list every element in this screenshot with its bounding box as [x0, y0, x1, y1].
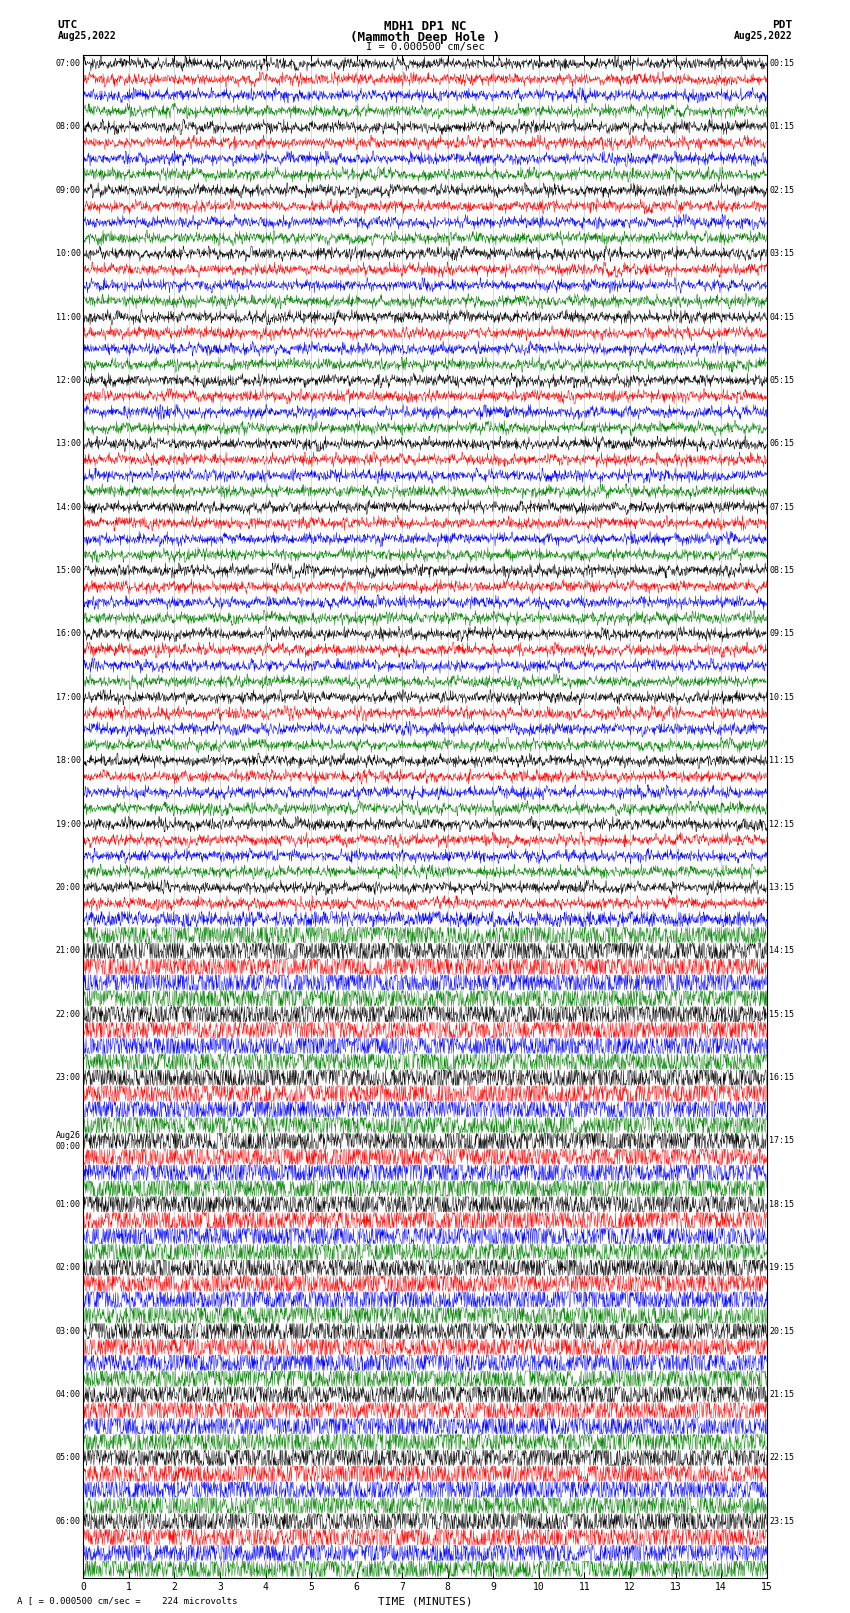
Text: I = 0.000500 cm/sec: I = 0.000500 cm/sec — [366, 42, 484, 52]
X-axis label: TIME (MINUTES): TIME (MINUTES) — [377, 1597, 473, 1607]
Text: MDH1 DP1 NC: MDH1 DP1 NC — [383, 19, 467, 34]
Text: A [ = 0.000500 cm/sec =    224 microvolts: A [ = 0.000500 cm/sec = 224 microvolts — [17, 1595, 237, 1605]
Text: Aug25,2022: Aug25,2022 — [734, 31, 792, 40]
Text: PDT: PDT — [772, 19, 792, 31]
Text: (Mammoth Deep Hole ): (Mammoth Deep Hole ) — [350, 31, 500, 44]
Text: Aug25,2022: Aug25,2022 — [58, 31, 116, 40]
Text: UTC: UTC — [58, 19, 78, 31]
